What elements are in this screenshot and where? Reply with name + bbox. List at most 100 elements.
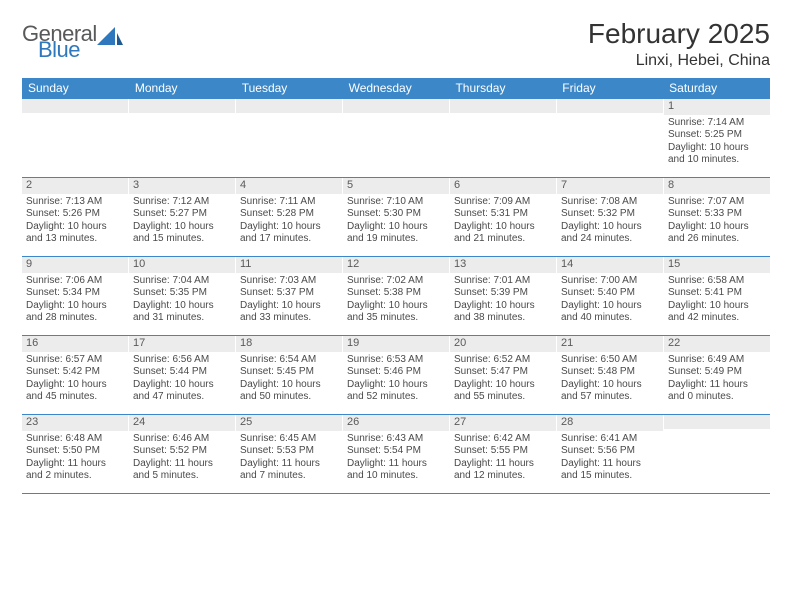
sunrise-text: Sunrise: 6:49 AM bbox=[668, 354, 766, 367]
sunrise-text: Sunrise: 7:14 AM bbox=[668, 117, 766, 130]
day-content: Sunrise: 6:49 AMSunset: 5:49 PMDaylight:… bbox=[664, 352, 770, 408]
day-content: Sunrise: 7:08 AMSunset: 5:32 PMDaylight:… bbox=[557, 194, 663, 250]
day-cell: 14Sunrise: 7:00 AMSunset: 5:40 PMDayligh… bbox=[557, 257, 664, 335]
sunrise-text: Sunrise: 6:42 AM bbox=[454, 433, 552, 446]
header: General Blue February 2025 Linxi, Hebei,… bbox=[22, 18, 770, 70]
day-number: 19 bbox=[343, 336, 449, 352]
weekday-saturday: Saturday bbox=[663, 78, 770, 98]
sunset-text: Sunset: 5:47 PM bbox=[454, 366, 552, 379]
sunrise-text: Sunrise: 7:03 AM bbox=[240, 275, 338, 288]
day-content: Sunrise: 7:00 AMSunset: 5:40 PMDaylight:… bbox=[557, 273, 663, 329]
month-title: February 2025 bbox=[588, 18, 770, 50]
day-content: Sunrise: 6:50 AMSunset: 5:48 PMDaylight:… bbox=[557, 352, 663, 408]
daylight-text: Daylight: 10 hours and 31 minutes. bbox=[133, 300, 231, 325]
sunset-text: Sunset: 5:37 PM bbox=[240, 287, 338, 300]
day-content: Sunrise: 7:09 AMSunset: 5:31 PMDaylight:… bbox=[450, 194, 556, 250]
daylight-text: Daylight: 10 hours and 17 minutes. bbox=[240, 221, 338, 246]
day-cell: 9Sunrise: 7:06 AMSunset: 5:34 PMDaylight… bbox=[22, 257, 129, 335]
sunset-text: Sunset: 5:39 PM bbox=[454, 287, 552, 300]
sunset-text: Sunset: 5:40 PM bbox=[561, 287, 659, 300]
day-number: 13 bbox=[450, 257, 556, 273]
day-number bbox=[22, 99, 128, 113]
week-row: 1 Sunrise: 7:14 AMSunset: 5:25 PMDaylight… bbox=[22, 99, 770, 178]
weekday-friday: Friday bbox=[556, 78, 663, 98]
day-cell bbox=[129, 99, 236, 177]
sunrise-text: Sunrise: 7:04 AM bbox=[133, 275, 231, 288]
daylight-text: Daylight: 11 hours and 2 minutes. bbox=[26, 458, 124, 483]
sunrise-text: Sunrise: 7:07 AM bbox=[668, 196, 766, 209]
sunset-text: Sunset: 5:30 PM bbox=[347, 208, 445, 221]
daylight-text: Daylight: 10 hours and 21 minutes. bbox=[454, 221, 552, 246]
sunrise-text: Sunrise: 7:11 AM bbox=[240, 196, 338, 209]
day-cell: 20Sunrise: 6:52 AMSunset: 5:47 PMDayligh… bbox=[450, 336, 557, 414]
daylight-text: Daylight: 10 hours and 10 minutes. bbox=[668, 142, 766, 167]
daylight-text: Daylight: 11 hours and 12 minutes. bbox=[454, 458, 552, 483]
day-content: Sunrise: 6:52 AMSunset: 5:47 PMDaylight:… bbox=[450, 352, 556, 408]
day-number: 11 bbox=[236, 257, 342, 273]
sunrise-text: Sunrise: 7:09 AM bbox=[454, 196, 552, 209]
day-number: 9 bbox=[22, 257, 128, 273]
day-number: 14 bbox=[557, 257, 663, 273]
day-content: Sunrise: 7:02 AMSunset: 5:38 PMDaylight:… bbox=[343, 273, 449, 329]
day-cell: 17Sunrise: 6:56 AMSunset: 5:44 PMDayligh… bbox=[129, 336, 236, 414]
day-cell bbox=[664, 415, 770, 493]
day-cell: 2Sunrise: 7:13 AMSunset: 5:26 PMDaylight… bbox=[22, 178, 129, 256]
sunset-text: Sunset: 5:45 PM bbox=[240, 366, 338, 379]
weekday-tuesday: Tuesday bbox=[236, 78, 343, 98]
daylight-text: Daylight: 11 hours and 0 minutes. bbox=[668, 379, 766, 404]
sunset-text: Sunset: 5:33 PM bbox=[668, 208, 766, 221]
logo-sail-icon bbox=[97, 27, 123, 49]
daylight-text: Daylight: 10 hours and 33 minutes. bbox=[240, 300, 338, 325]
sunrise-text: Sunrise: 7:02 AM bbox=[347, 275, 445, 288]
day-cell: 22Sunrise: 6:49 AMSunset: 5:49 PMDayligh… bbox=[664, 336, 770, 414]
day-number: 15 bbox=[664, 257, 770, 273]
weekday-thursday: Thursday bbox=[449, 78, 556, 98]
day-number: 1 bbox=[664, 99, 770, 115]
daylight-text: Daylight: 10 hours and 15 minutes. bbox=[133, 221, 231, 246]
day-cell: 25Sunrise: 6:45 AMSunset: 5:53 PMDayligh… bbox=[236, 415, 343, 493]
sunrise-text: Sunrise: 6:56 AM bbox=[133, 354, 231, 367]
weekday-header-row: Sunday Monday Tuesday Wednesday Thursday… bbox=[22, 78, 770, 98]
day-number: 12 bbox=[343, 257, 449, 273]
sunset-text: Sunset: 5:55 PM bbox=[454, 445, 552, 458]
sunset-text: Sunset: 5:31 PM bbox=[454, 208, 552, 221]
sunset-text: Sunset: 5:38 PM bbox=[347, 287, 445, 300]
day-cell: 28Sunrise: 6:41 AMSunset: 5:56 PMDayligh… bbox=[557, 415, 664, 493]
daylight-text: Daylight: 10 hours and 35 minutes. bbox=[347, 300, 445, 325]
daylight-text: Daylight: 10 hours and 28 minutes. bbox=[26, 300, 124, 325]
daylight-text: Daylight: 10 hours and 40 minutes. bbox=[561, 300, 659, 325]
sunset-text: Sunset: 5:27 PM bbox=[133, 208, 231, 221]
logo: General Blue bbox=[22, 24, 123, 60]
day-cell: 21Sunrise: 6:50 AMSunset: 5:48 PMDayligh… bbox=[557, 336, 664, 414]
day-content: Sunrise: 7:01 AMSunset: 5:39 PMDaylight:… bbox=[450, 273, 556, 329]
sunset-text: Sunset: 5:53 PM bbox=[240, 445, 338, 458]
day-number: 21 bbox=[557, 336, 663, 352]
daylight-text: Daylight: 10 hours and 13 minutes. bbox=[26, 221, 124, 246]
day-cell bbox=[236, 99, 343, 177]
day-number: 18 bbox=[236, 336, 342, 352]
day-cell: 13Sunrise: 7:01 AMSunset: 5:39 PMDayligh… bbox=[450, 257, 557, 335]
weekday-monday: Monday bbox=[129, 78, 236, 98]
day-number: 27 bbox=[450, 415, 556, 431]
day-number: 20 bbox=[450, 336, 556, 352]
sunrise-text: Sunrise: 6:45 AM bbox=[240, 433, 338, 446]
sunrise-text: Sunrise: 7:10 AM bbox=[347, 196, 445, 209]
sunset-text: Sunset: 5:26 PM bbox=[26, 208, 124, 221]
day-number bbox=[664, 415, 770, 429]
day-content: Sunrise: 7:06 AMSunset: 5:34 PMDaylight:… bbox=[22, 273, 128, 329]
day-content: Sunrise: 6:48 AMSunset: 5:50 PMDaylight:… bbox=[22, 431, 128, 487]
sunset-text: Sunset: 5:25 PM bbox=[668, 129, 766, 142]
day-cell: 16Sunrise: 6:57 AMSunset: 5:42 PMDayligh… bbox=[22, 336, 129, 414]
week-row: 2Sunrise: 7:13 AMSunset: 5:26 PMDaylight… bbox=[22, 178, 770, 257]
day-content: Sunrise: 6:53 AMSunset: 5:46 PMDaylight:… bbox=[343, 352, 449, 408]
day-content: Sunrise: 6:46 AMSunset: 5:52 PMDaylight:… bbox=[129, 431, 235, 487]
day-content: Sunrise: 6:43 AMSunset: 5:54 PMDaylight:… bbox=[343, 431, 449, 487]
weekday-wednesday: Wednesday bbox=[343, 78, 450, 98]
title-block: February 2025 Linxi, Hebei, China bbox=[588, 18, 770, 70]
daylight-text: Daylight: 10 hours and 57 minutes. bbox=[561, 379, 659, 404]
sunset-text: Sunset: 5:42 PM bbox=[26, 366, 124, 379]
day-cell: 3Sunrise: 7:12 AMSunset: 5:27 PMDaylight… bbox=[129, 178, 236, 256]
day-number bbox=[450, 99, 556, 113]
day-content: Sunrise: 7:12 AMSunset: 5:27 PMDaylight:… bbox=[129, 194, 235, 250]
sunrise-text: Sunrise: 6:48 AM bbox=[26, 433, 124, 446]
